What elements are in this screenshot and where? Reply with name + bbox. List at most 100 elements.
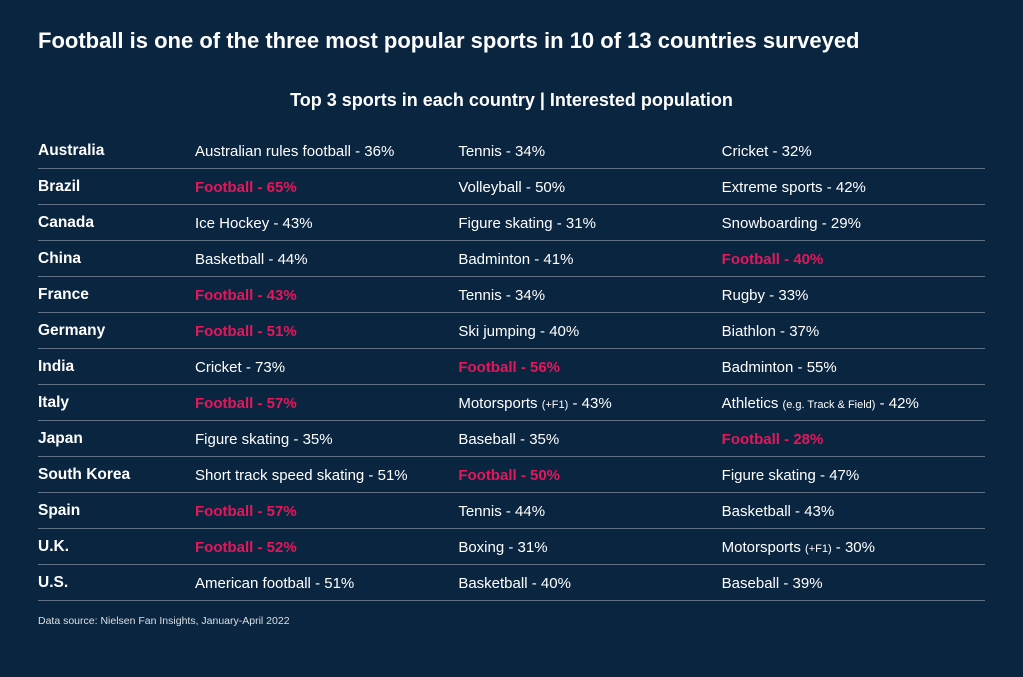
country-name: Germany xyxy=(38,322,195,340)
sport-percent: 55% xyxy=(807,359,837,376)
country-name: Japan xyxy=(38,430,195,448)
sport-name: Baseball xyxy=(458,431,516,448)
sport-cell: Football - 52% xyxy=(195,539,458,556)
sport-cell: Volleyball - 50% xyxy=(458,179,721,196)
table-row: ItalyFootball - 57%Motorsports (+F1) - 4… xyxy=(38,385,985,421)
sport-percent: 50% xyxy=(535,179,565,196)
sport-name: Tennis xyxy=(458,503,501,520)
sport-name: Figure skating xyxy=(195,431,289,448)
sport-name: Football xyxy=(458,359,516,376)
sport-note: (+F1) xyxy=(805,543,832,555)
country-name: France xyxy=(38,286,195,304)
sport-cell: Football - 56% xyxy=(458,359,721,376)
sport-name: Football xyxy=(195,179,253,196)
sport-cell: Football - 51% xyxy=(195,323,458,340)
sport-name: Football xyxy=(195,539,253,556)
sport-percent: 65% xyxy=(267,179,297,196)
sport-percent: 51% xyxy=(267,323,297,340)
sport-cell: Biathlon - 37% xyxy=(722,323,985,340)
table-row: JapanFigure skating - 35%Baseball - 35%F… xyxy=(38,421,985,457)
sport-name: Baseball xyxy=(722,575,780,592)
sport-cell: Baseball - 39% xyxy=(722,575,985,592)
sport-cell: Basketball - 44% xyxy=(195,251,458,268)
country-name: China xyxy=(38,250,195,268)
country-name: U.K. xyxy=(38,538,195,556)
sport-percent: 34% xyxy=(515,287,545,304)
sport-name: Biathlon xyxy=(722,323,776,340)
sport-note: (e.g. Track & Field) xyxy=(783,399,876,411)
sport-percent: 47% xyxy=(829,467,859,484)
sport-name: Football xyxy=(458,467,516,484)
sport-cell: Short track speed skating - 51% xyxy=(195,467,458,484)
sport-cell: Football - 40% xyxy=(722,251,985,268)
sport-percent: 42% xyxy=(836,179,866,196)
sport-name: Volleyball xyxy=(458,179,521,196)
sport-cell: Boxing - 31% xyxy=(458,539,721,556)
sport-cell: Football - 43% xyxy=(195,287,458,304)
sport-name: Tennis xyxy=(458,287,501,304)
sport-note: (+F1) xyxy=(542,399,569,411)
country-name: South Korea xyxy=(38,466,195,484)
table-row: FranceFootball - 43%Tennis - 34%Rugby - … xyxy=(38,277,985,313)
sport-name: Basketball xyxy=(722,503,791,520)
sport-percent: 28% xyxy=(793,431,823,448)
sport-cell: Extreme sports - 42% xyxy=(722,179,985,196)
sport-name: Football xyxy=(195,395,253,412)
sport-percent: 40% xyxy=(541,575,571,592)
sport-percent: 36% xyxy=(364,143,394,160)
sport-cell: Tennis - 34% xyxy=(458,143,721,160)
sport-name: Football xyxy=(722,431,780,448)
data-source: Data source: Nielsen Fan Insights, Janua… xyxy=(38,615,985,627)
sport-name: Tennis xyxy=(458,143,501,160)
country-name: India xyxy=(38,358,195,376)
sport-name: Motorsports xyxy=(458,395,537,412)
sport-percent: 40% xyxy=(793,251,823,268)
sport-percent: 40% xyxy=(549,323,579,340)
sport-cell: Basketball - 40% xyxy=(458,575,721,592)
sport-percent: 39% xyxy=(793,575,823,592)
sport-name: Cricket xyxy=(195,359,242,376)
sport-cell: Figure skating - 31% xyxy=(458,215,721,232)
sport-cell: Football - 65% xyxy=(195,179,458,196)
country-name: Canada xyxy=(38,214,195,232)
table-row: GermanyFootball - 51%Ski jumping - 40%Bi… xyxy=(38,313,985,349)
sport-percent: 30% xyxy=(845,539,875,556)
table-row: U.K.Football - 52%Boxing - 31%Motorsport… xyxy=(38,529,985,565)
sport-percent: 73% xyxy=(255,359,285,376)
sport-percent: 37% xyxy=(789,323,819,340)
sport-cell: Badminton - 55% xyxy=(722,359,985,376)
country-name: Brazil xyxy=(38,178,195,196)
table-row: CanadaIce Hockey - 43%Figure skating - 3… xyxy=(38,205,985,241)
sport-cell: Rugby - 33% xyxy=(722,287,985,304)
sport-cell: Motorsports (+F1) - 43% xyxy=(458,395,721,412)
sport-cell: Tennis - 34% xyxy=(458,287,721,304)
sport-percent: 51% xyxy=(324,575,354,592)
sport-percent: 34% xyxy=(515,143,545,160)
sport-name: Boxing xyxy=(458,539,504,556)
sport-percent: 35% xyxy=(529,431,559,448)
sport-cell: Football - 57% xyxy=(195,395,458,412)
sport-name: Figure skating xyxy=(458,215,552,232)
table-row: SpainFootball - 57%Tennis - 44%Basketbal… xyxy=(38,493,985,529)
sport-cell: Australian rules football - 36% xyxy=(195,143,458,160)
sport-name: Extreme sports xyxy=(722,179,823,196)
sport-percent: 51% xyxy=(378,467,408,484)
sport-percent: 57% xyxy=(267,503,297,520)
sports-table: AustraliaAustralian rules football - 36%… xyxy=(38,133,985,601)
sport-cell: Figure skating - 47% xyxy=(722,467,985,484)
country-name: Australia xyxy=(38,142,195,160)
sport-percent: 42% xyxy=(889,395,919,412)
sport-name: Athletics xyxy=(722,395,779,412)
sport-cell: Cricket - 32% xyxy=(722,143,985,160)
sport-percent: 43% xyxy=(267,287,297,304)
sport-percent: 32% xyxy=(782,143,812,160)
sport-cell: Football - 50% xyxy=(458,467,721,484)
sport-name: Motorsports xyxy=(722,539,801,556)
sport-cell: Cricket - 73% xyxy=(195,359,458,376)
sport-percent: 35% xyxy=(303,431,333,448)
sport-percent: 31% xyxy=(566,215,596,232)
sport-name: Football xyxy=(195,503,253,520)
table-row: ChinaBasketball - 44%Badminton - 41%Foot… xyxy=(38,241,985,277)
sport-percent: 43% xyxy=(804,503,834,520)
sport-percent: 56% xyxy=(530,359,560,376)
